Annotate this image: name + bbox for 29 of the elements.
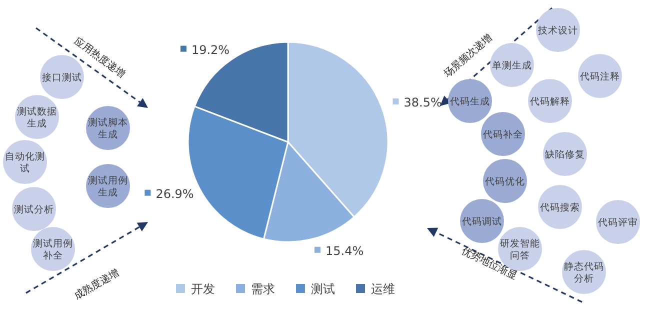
text: 代码调试 [461, 216, 502, 228]
legend-label: 测试 [311, 282, 335, 296]
text: 代码注释 [579, 70, 620, 82]
legend-label: 开发 [191, 282, 215, 296]
text: 测试用例生成 [88, 174, 128, 198]
text: 单测生成 [492, 60, 532, 72]
data-label: 15.4% [325, 244, 364, 258]
text: 成熟度递增 [72, 266, 122, 302]
text: 接口测试 [42, 72, 82, 84]
text: 代码搜索 [539, 202, 580, 214]
text: 测试用例补全 [33, 238, 73, 262]
text: 代码评审 [597, 216, 638, 228]
data-label: 26.9% [156, 186, 194, 201]
legend-label: 运维 [371, 282, 395, 296]
text: 代码生成 [449, 96, 490, 108]
text: 静态代码分析 [564, 260, 604, 284]
text: 代码优化 [484, 176, 525, 188]
text: 测试数据生成 [17, 106, 57, 130]
legend-label: 需求 [251, 282, 275, 296]
text: 技术设计 [537, 24, 578, 36]
data-label: 38.5% [404, 95, 442, 110]
text: 缺陷修复 [545, 148, 585, 160]
text: 代码补全 [482, 128, 523, 140]
text: 研发智能问答 [500, 238, 540, 262]
text: 自动化测试 [5, 150, 45, 174]
text: 测试脚本生成 [88, 116, 128, 140]
text: 测试分析 [14, 204, 54, 216]
data-label: 19.2% [191, 42, 230, 57]
text: 代码解释 [529, 96, 570, 108]
